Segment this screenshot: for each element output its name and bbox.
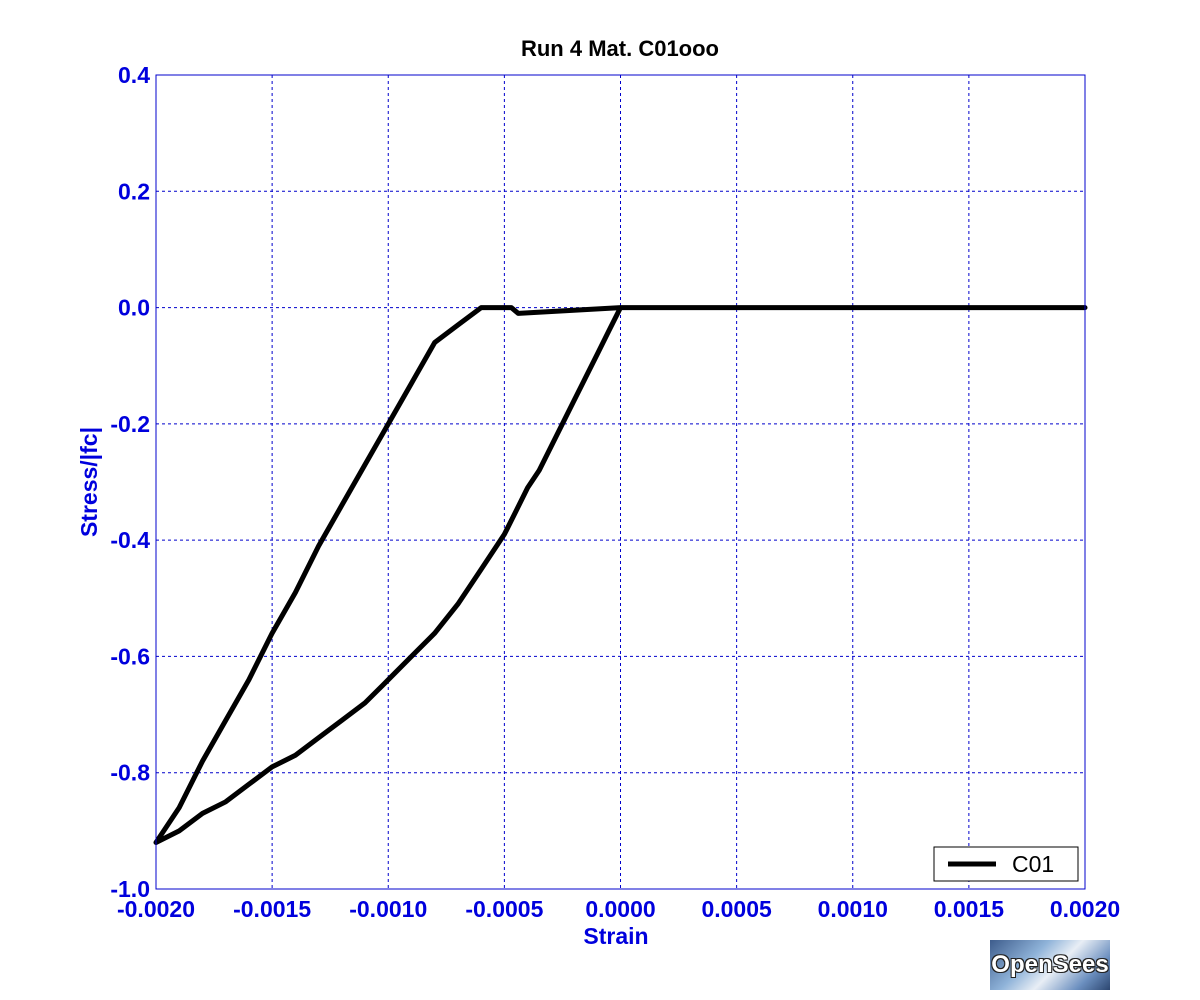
y-tick-label: -0.6: [110, 643, 150, 669]
y-tick-label: 0.0: [118, 295, 150, 321]
grid: [156, 75, 1085, 889]
x-tick-label: 0.0015: [934, 896, 1005, 922]
y-tick-label: -0.2: [110, 411, 150, 437]
logo-text: OpenSees: [991, 951, 1109, 978]
plot-frame: [155, 74, 1086, 890]
x-tick-label: 0.0020: [1050, 896, 1120, 922]
series-layer: [153, 305, 1088, 845]
x-axis-label: Strain: [583, 923, 648, 949]
opensees-logo: OpenSees: [990, 940, 1110, 990]
y-tick-label: -0.4: [110, 527, 150, 553]
y-tick-label: -1.0: [110, 876, 150, 902]
y-tick-label: -0.8: [110, 760, 150, 786]
legend: C01: [933, 846, 1079, 882]
legend-label: C01: [1012, 851, 1054, 877]
x-tick-label: -0.0010: [349, 896, 427, 922]
x-tick-label: 0.0005: [701, 896, 772, 922]
tick-labels: -0.0020 -0.0015 -0.0010 -0.0005 0.0000 0.0005…: [110, 62, 1120, 922]
x-tick-label: 0.0010: [818, 896, 888, 922]
x-tick-label: -0.0015: [233, 896, 311, 922]
x-tick-label: -0.0005: [465, 896, 543, 922]
y-axis-label: Stress/|fc|: [76, 427, 102, 537]
y-tick-label: 0.2: [118, 178, 150, 204]
x-tick-label: 0.0000: [585, 896, 655, 922]
x-tick-label: -0.0020: [117, 896, 195, 922]
series-line-c01: [153, 305, 1088, 845]
chart-title: Run 4 Mat. C01ooo: [521, 36, 719, 61]
y-tick-label: 0.4: [118, 62, 150, 88]
